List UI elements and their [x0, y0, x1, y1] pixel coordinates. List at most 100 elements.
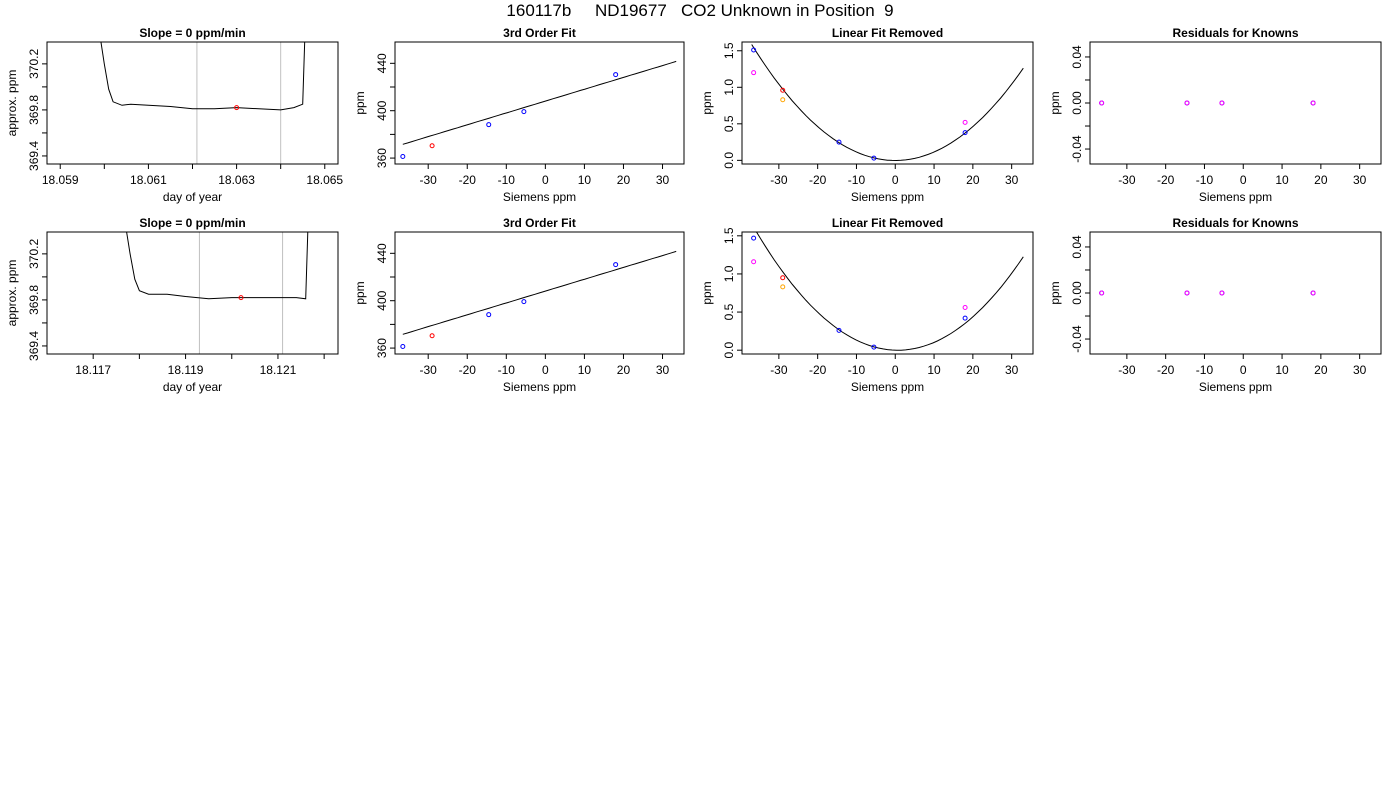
x-tick-label: -10: [848, 173, 866, 187]
x-tick-label: -30: [1118, 173, 1136, 187]
y-tick-label: 1.5: [722, 227, 736, 244]
chart-r1-fit: 3rd Order Fit -30 -20 -10 0 10 20 30 360 400 440 Si…: [353, 26, 685, 204]
data-point: [751, 259, 757, 265]
y-tick-label: 370.2: [27, 49, 41, 79]
chart-title: 3rd Order Fit: [503, 216, 576, 230]
y-tick-label: 0.00: [1070, 281, 1084, 305]
x-tick-label: -10: [498, 363, 516, 377]
data-point: [962, 304, 968, 310]
data-point: [521, 299, 527, 305]
y-axis-label: approx. ppm: [5, 70, 19, 137]
chart-title: Linear Fit Removed: [832, 216, 943, 230]
data-point: [429, 143, 435, 149]
plot-area: [126, 232, 309, 354]
y-tick-label: 369.8: [27, 285, 41, 315]
y-tick-label: 400: [375, 100, 389, 120]
x-tick-label: 10: [1275, 173, 1289, 187]
x-tick-label: -20: [809, 173, 827, 187]
x-tick-label: 18.059: [42, 173, 79, 187]
data-point: [751, 47, 757, 53]
y-tick-label: -0.04: [1070, 135, 1084, 163]
x-tick-label: 20: [966, 173, 980, 187]
x-tick-label: -30: [420, 173, 438, 187]
data-point: [486, 122, 492, 128]
fit-curve: [755, 232, 1024, 351]
data-point: [238, 295, 244, 301]
plot-frame: [46, 41, 339, 165]
x-axis-label: Siemens ppm: [1199, 380, 1272, 394]
x-tick-label: 10: [927, 173, 941, 187]
figure-title: 160117b ND19677 CO2 Unknown in Position …: [506, 1, 894, 20]
y-axis-label: ppm: [353, 91, 367, 114]
chart-title: Residuals for Knowns: [1172, 26, 1298, 40]
data-point: [780, 97, 786, 103]
chart-r2-res: Residuals for Knowns -30 -20 -10 0 10 20 30 -0.0…: [1048, 216, 1382, 394]
y-tick-label: 1.5: [722, 42, 736, 59]
y-axis-label: ppm: [1048, 91, 1062, 114]
data-point: [1099, 290, 1105, 296]
data-point: [1219, 100, 1225, 106]
x-tick-label: -30: [770, 173, 788, 187]
data-point: [400, 154, 406, 160]
data-point: [1310, 100, 1316, 106]
data-point: [871, 155, 877, 161]
x-tick-label: -10: [1196, 173, 1214, 187]
x-tick-label: -10: [1196, 363, 1214, 377]
x-tick-label: 10: [927, 363, 941, 377]
x-tick-label: 10: [578, 173, 592, 187]
x-tick-label: -30: [770, 363, 788, 377]
x-tick-label: 30: [656, 363, 670, 377]
y-tick-label: 1.0: [722, 79, 736, 96]
data-point: [780, 275, 786, 281]
data-point: [836, 327, 842, 333]
x-tick-label: -10: [498, 173, 516, 187]
fit-curve: [402, 60, 677, 145]
y-tick-label: 0.0: [722, 342, 736, 359]
data-point: [400, 344, 406, 350]
x-tick-label: 18.065: [306, 173, 343, 187]
plot-frame: [1089, 231, 1382, 355]
y-tick-label: 440: [375, 243, 389, 263]
x-tick-label: -30: [1118, 363, 1136, 377]
x-axis-label: Siemens ppm: [503, 380, 576, 394]
x-tick-label: -20: [1157, 363, 1175, 377]
fit-curve: [402, 250, 677, 335]
chart-r2-trace: Slope = 0 ppm/min 18.117 18.119 18.121 369.4…: [5, 216, 339, 394]
x-tick-label: 18.061: [130, 173, 167, 187]
plot-area: [1099, 100, 1316, 106]
y-tick-label: 369.4: [27, 141, 41, 171]
x-tick-label: -30: [420, 363, 438, 377]
x-axis-label: day of year: [163, 190, 222, 204]
data-point: [1310, 290, 1316, 296]
data-point: [1184, 290, 1190, 296]
y-axis-label: ppm: [1048, 281, 1062, 304]
x-axis-label: Siemens ppm: [1199, 190, 1272, 204]
x-axis-label: Siemens ppm: [851, 190, 924, 204]
y-tick-label: 0.5: [722, 115, 736, 132]
x-tick-label: -20: [459, 363, 477, 377]
x-tick-label: 18.119: [168, 363, 204, 377]
chart-title: Slope = 0 ppm/min: [139, 216, 245, 230]
data-point: [871, 344, 877, 350]
chart-r1-res: Residuals for Knowns -30 -20 -10 0 10 20 30 -0.0…: [1048, 26, 1382, 204]
x-tick-label: 0: [1240, 363, 1247, 377]
data-point: [234, 105, 240, 111]
y-tick-label: 1.0: [722, 265, 736, 282]
x-tick-label: 10: [578, 363, 592, 377]
data-point: [962, 315, 968, 321]
x-tick-label: -10: [848, 363, 866, 377]
x-tick-label: -20: [459, 173, 477, 187]
y-tick-label: 0.0: [722, 152, 736, 169]
data-point: [962, 130, 968, 136]
x-tick-label: 30: [1353, 173, 1367, 187]
y-tick-label: 0.5: [722, 303, 736, 320]
plot-frame: [394, 41, 685, 165]
x-tick-label: 0: [892, 363, 899, 377]
x-tick-label: -20: [1157, 173, 1175, 187]
y-tick-label: 0.04: [1070, 235, 1084, 259]
data-point: [751, 235, 757, 241]
data-point: [521, 109, 527, 115]
y-tick-label: -0.04: [1070, 325, 1084, 353]
data-point: [1219, 290, 1225, 296]
x-tick-label: 30: [1005, 173, 1019, 187]
